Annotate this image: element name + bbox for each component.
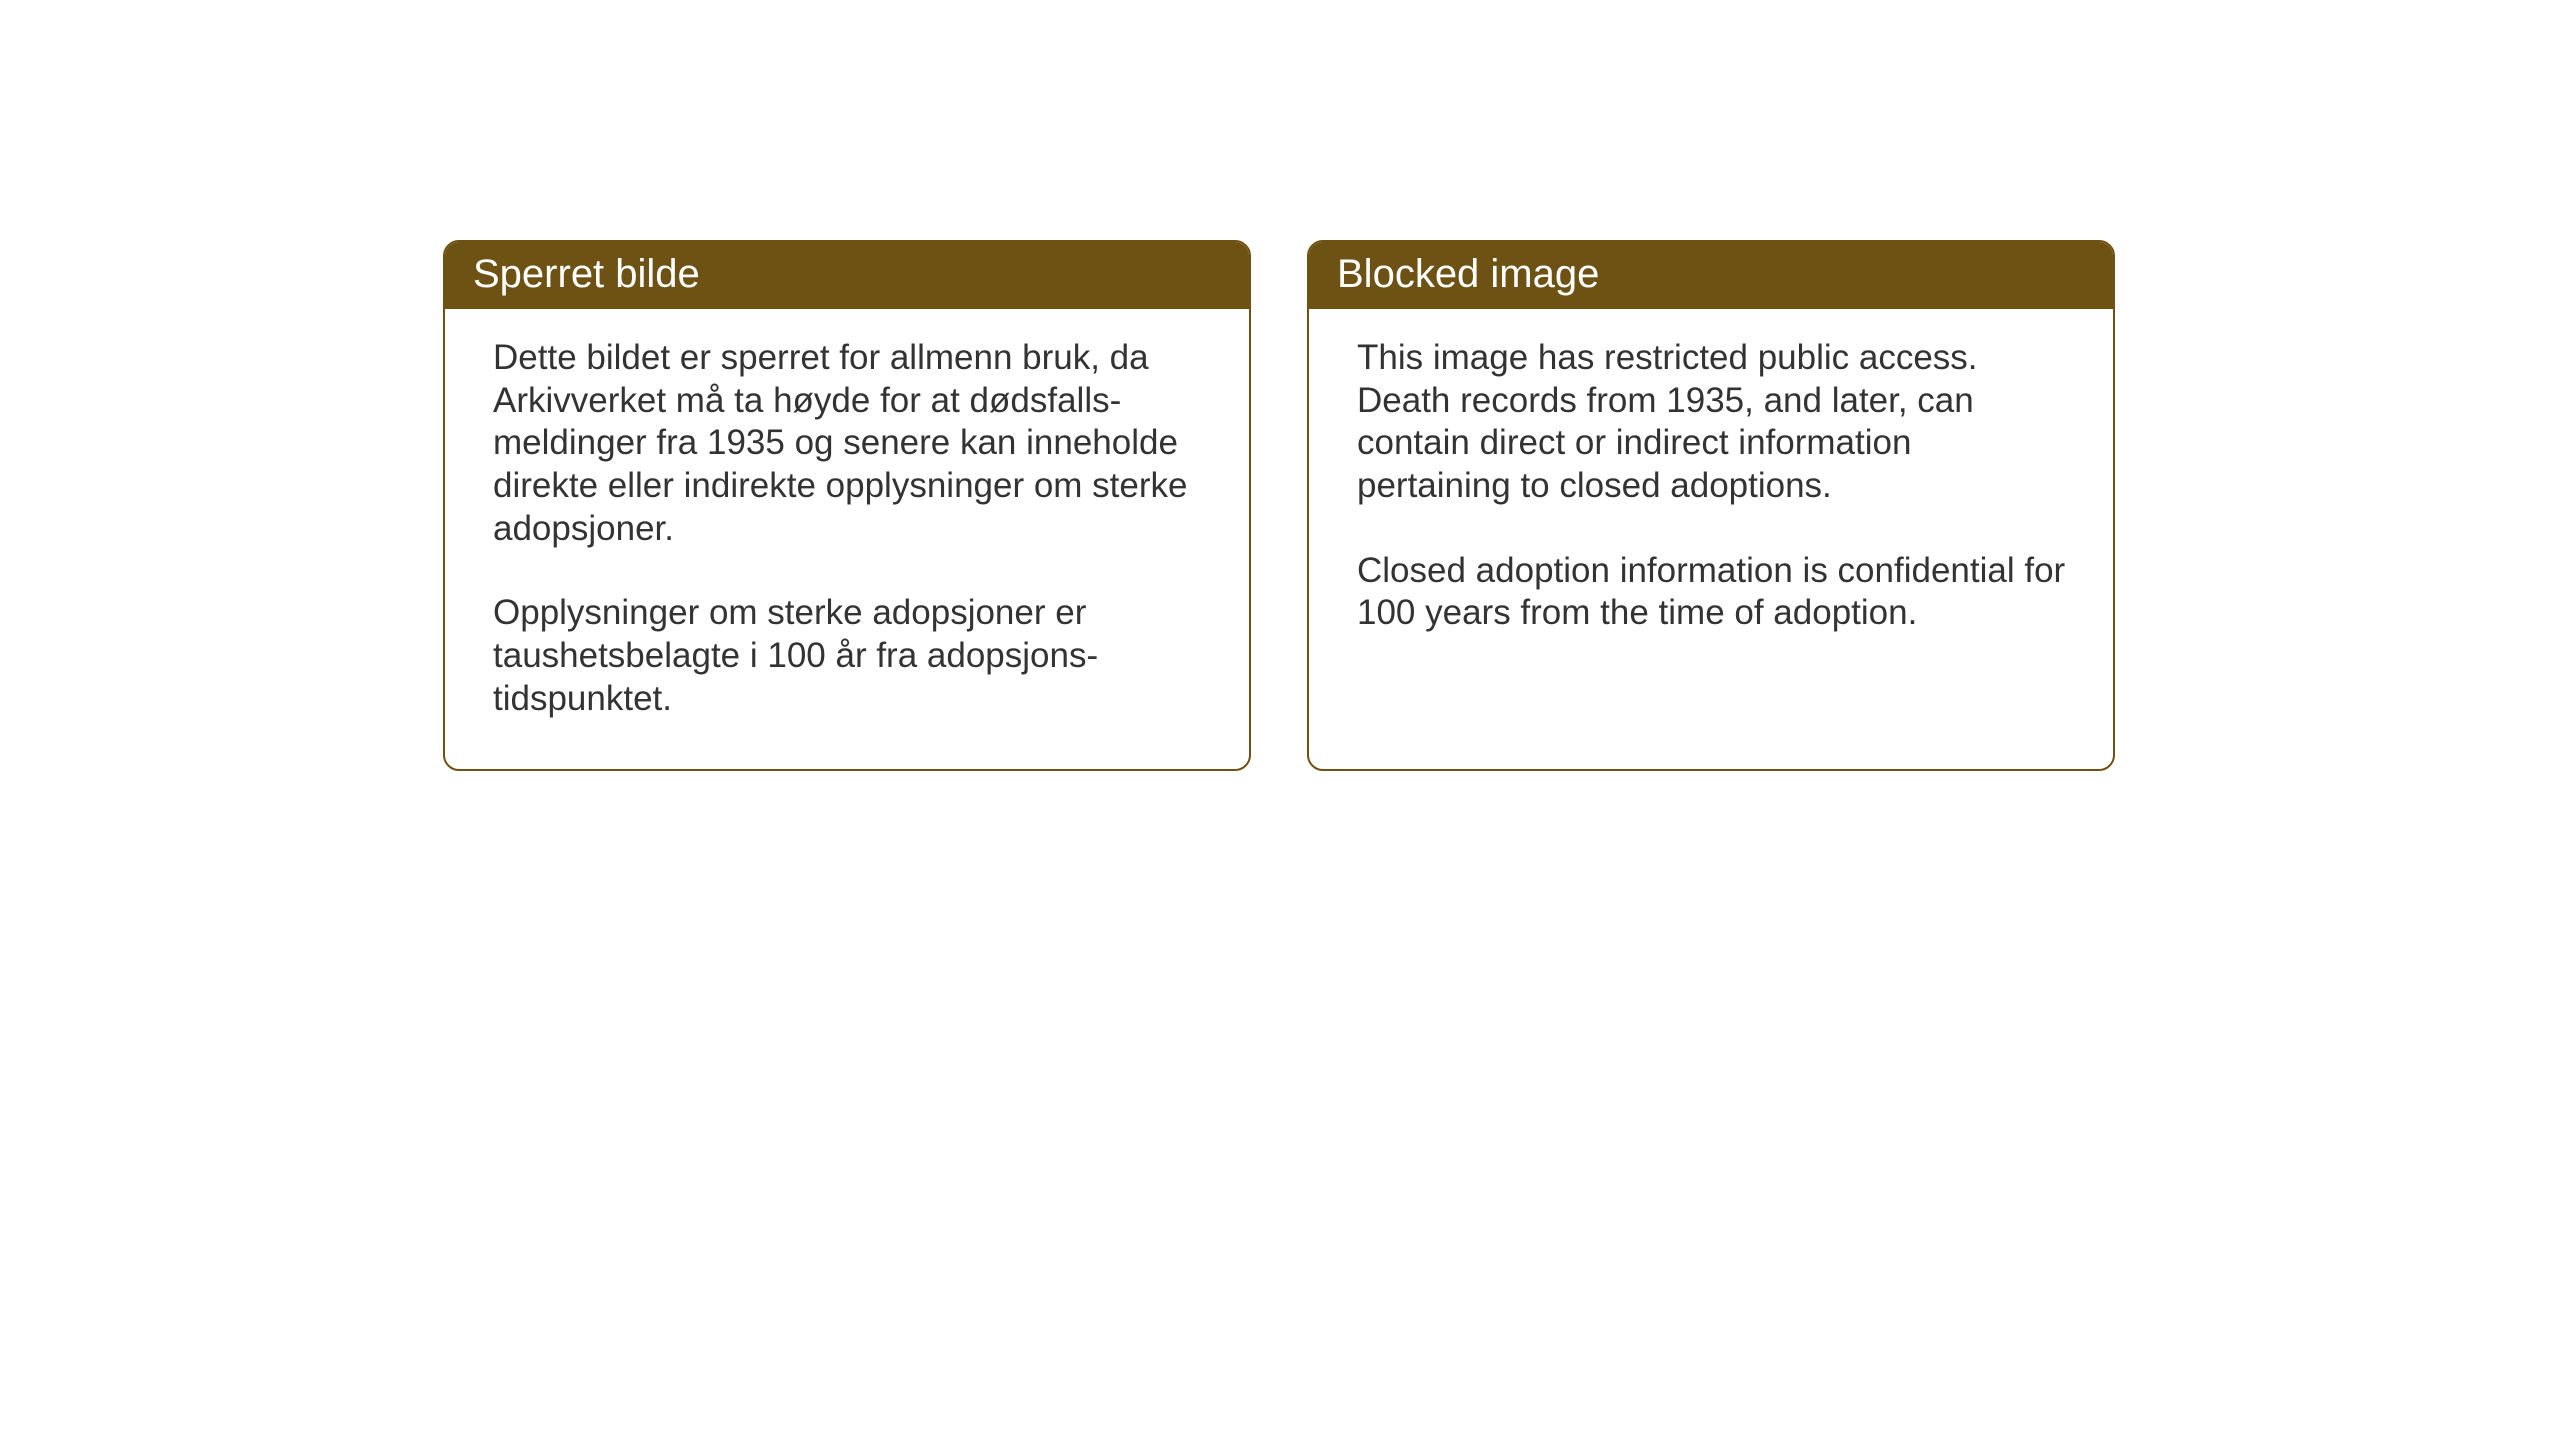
notice-container: Sperret bilde Dette bildet er sperret fo… [443,240,2115,771]
notice-body-norwegian: Dette bildet er sperret for allmenn bruk… [445,309,1249,769]
notice-text-english-p2: Closed adoption information is confident… [1357,550,2073,635]
notice-header-norwegian: Sperret bilde [445,242,1249,309]
notice-text-english-p1: This image has restricted public access.… [1357,337,2073,508]
notice-card-english: Blocked image This image has restricted … [1307,240,2115,771]
notice-text-norwegian-p2: Opplysninger om sterke adopsjoner er tau… [493,592,1209,720]
notice-body-english: This image has restricted public access.… [1309,309,2113,683]
notice-text-norwegian-p1: Dette bildet er sperret for allmenn bruk… [493,337,1209,550]
notice-card-norwegian: Sperret bilde Dette bildet er sperret fo… [443,240,1251,771]
notice-header-english: Blocked image [1309,242,2113,309]
